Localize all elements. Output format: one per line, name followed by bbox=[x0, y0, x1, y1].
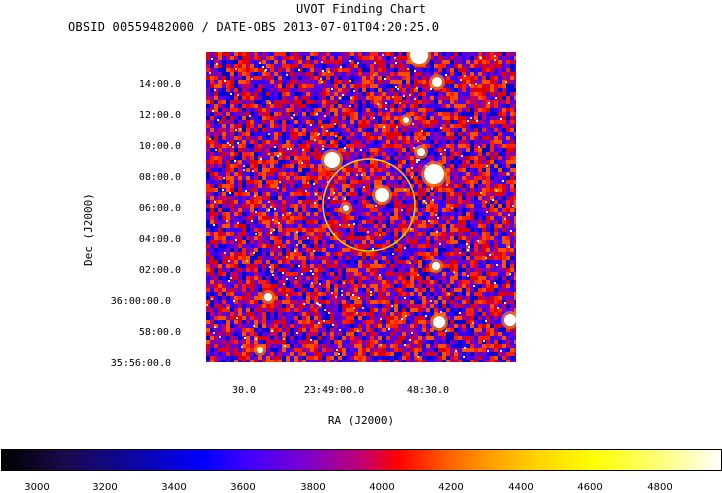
colorbar-tick-label: 3200 bbox=[92, 482, 118, 493]
colorbar-tick-label: 4800 bbox=[647, 482, 673, 493]
y-tick-label: 36:00:00.0 bbox=[110, 296, 171, 307]
colorbar-tick-label: 3000 bbox=[24, 482, 50, 493]
x-axis-label: RA (J2000) bbox=[327, 414, 395, 427]
chart-title: UVOT Finding Chart bbox=[295, 2, 427, 16]
y-tick-label: 06:00.0 bbox=[138, 203, 181, 214]
x-tick-label: 23:49:00.0 bbox=[303, 385, 365, 396]
star bbox=[432, 77, 442, 87]
target-circle bbox=[322, 158, 416, 252]
sky-image bbox=[206, 52, 516, 362]
y-tick-label: 14:00.0 bbox=[138, 79, 181, 90]
star bbox=[403, 117, 409, 123]
star bbox=[432, 262, 440, 270]
star bbox=[343, 205, 349, 211]
star bbox=[410, 52, 428, 64]
sky-image-svg bbox=[206, 52, 516, 362]
y-axis-label: Dec (J2000) bbox=[82, 193, 95, 266]
y-tick-label: 12:00.0 bbox=[138, 110, 181, 121]
colorbar-tick-label: 4000 bbox=[369, 482, 395, 493]
star bbox=[257, 347, 263, 353]
x-tick-label: 30.0 bbox=[231, 385, 257, 396]
star bbox=[375, 188, 389, 202]
y-tick-label: 35:56:00.0 bbox=[110, 358, 171, 369]
chart-subtitle: OBSID 00559482000 / DATE-OBS 2013-07-01T… bbox=[68, 20, 440, 34]
star bbox=[264, 293, 272, 301]
star bbox=[433, 316, 445, 328]
star bbox=[504, 314, 516, 326]
y-tick-label: 08:00.0 bbox=[138, 172, 181, 183]
colorbar-tick-label: 3800 bbox=[300, 482, 326, 493]
y-tick-label: 02:00.0 bbox=[138, 265, 181, 276]
star bbox=[324, 152, 340, 168]
colorbar-tick-label: 3600 bbox=[230, 482, 256, 493]
star bbox=[417, 148, 425, 156]
colorbar-tick-label: 4600 bbox=[577, 482, 603, 493]
x-tick-label: 48:30.0 bbox=[406, 385, 450, 396]
star bbox=[424, 164, 444, 184]
colorbar-tick-label: 4400 bbox=[508, 482, 534, 493]
colorbar bbox=[1, 449, 722, 471]
y-tick-label: 04:00.0 bbox=[138, 234, 181, 245]
y-tick-label: 10:00.0 bbox=[138, 141, 181, 152]
colorbar-tick-label: 3400 bbox=[161, 482, 187, 493]
colorbar-tick-label: 4200 bbox=[438, 482, 464, 493]
y-tick-label: 58:00.0 bbox=[138, 327, 181, 338]
